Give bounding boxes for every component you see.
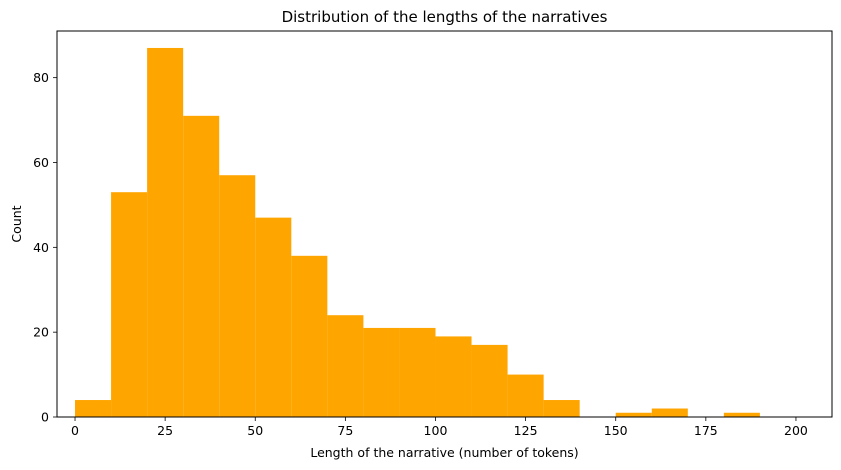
y-axis-ticks: 0 20 40 60 80 <box>33 70 57 425</box>
histogram-bar <box>507 374 544 417</box>
y-tick-label: 0 <box>41 410 49 425</box>
x-tick-label: 75 <box>337 423 353 438</box>
histogram-bar <box>399 327 436 417</box>
histogram-bar <box>543 400 580 417</box>
plot-frame <box>56 30 833 418</box>
histogram-bar <box>435 336 472 417</box>
y-tick-label: 40 <box>33 240 49 255</box>
y-axis-label: Count <box>9 205 24 242</box>
x-axis-label: Length of the narrative (number of token… <box>310 445 578 460</box>
histogram-bar <box>255 217 292 417</box>
y-tick-label: 20 <box>33 325 49 340</box>
histogram-bar <box>147 47 184 417</box>
x-tick-label: 0 <box>71 423 79 438</box>
y-tick-label: 80 <box>33 70 49 85</box>
histogram-bar <box>291 255 328 417</box>
histogram-bar <box>651 408 688 417</box>
x-axis-ticks: 0 25 50 75 100 125 150 175 200 <box>71 417 808 438</box>
x-tick-label: 150 <box>604 423 628 438</box>
histogram-bar <box>363 327 400 417</box>
histogram-bar <box>471 344 508 417</box>
x-tick-label: 25 <box>157 423 173 438</box>
histogram-bar <box>723 412 760 417</box>
x-tick-label: 125 <box>514 423 538 438</box>
histogram-bar <box>111 192 148 417</box>
histogram-bar <box>75 400 112 417</box>
histogram-bar <box>219 175 256 417</box>
chart-title: Distribution of the lengths of the narra… <box>282 8 608 26</box>
x-tick-label: 200 <box>784 423 808 438</box>
x-tick-label: 50 <box>247 423 263 438</box>
histogram-bar <box>183 115 220 417</box>
histogram-bar <box>327 315 364 417</box>
y-tick-label: 60 <box>33 155 49 170</box>
histogram-bar <box>615 412 652 417</box>
x-tick-label: 100 <box>424 423 448 438</box>
bars-group <box>75 47 760 417</box>
x-tick-label: 175 <box>694 423 718 438</box>
